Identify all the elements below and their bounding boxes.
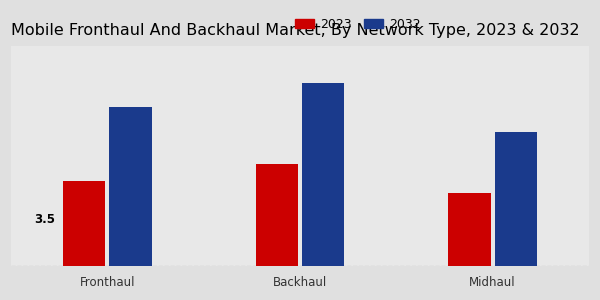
Bar	[448, 193, 491, 266]
Text: Mobile Fronthaul And Backhaul Market, By Network Type, 2023 & 2032: Mobile Fronthaul And Backhaul Market, By…	[11, 23, 580, 38]
Text: 3.5: 3.5	[34, 213, 55, 226]
Bar	[109, 107, 152, 266]
Bar	[302, 83, 344, 266]
Legend: 2023, 2032: 2023, 2032	[290, 13, 425, 36]
Bar	[494, 132, 537, 266]
Bar	[256, 164, 298, 266]
Bar	[63, 181, 106, 266]
